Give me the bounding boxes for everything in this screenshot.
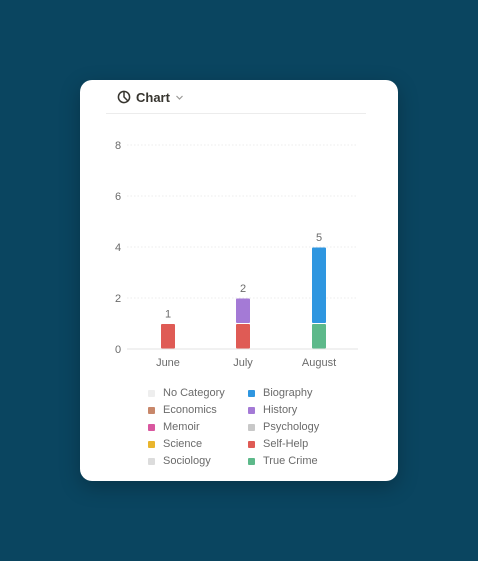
- legend-label: History: [263, 404, 298, 416]
- view-title: Chart: [136, 89, 170, 105]
- y-tick-label: 4: [115, 242, 121, 254]
- legend-swatch: [148, 457, 155, 465]
- view-selector-button[interactable]: Chart: [117, 87, 184, 107]
- bar-total-label: 5: [316, 232, 322, 244]
- legend-swatch: [248, 389, 255, 397]
- legend-swatch: [148, 406, 155, 414]
- legend-item[interactable]: Memoir: [148, 420, 248, 434]
- bar-chart: 0 2 4 6 8 1 June 2 July 5 August: [115, 140, 358, 369]
- bar-total-label: 1: [165, 309, 171, 321]
- legend-label: True Crime: [263, 455, 318, 467]
- y-tick-label: 8: [115, 140, 121, 152]
- legend-swatch: [248, 440, 255, 448]
- y-tick-label: 6: [115, 191, 121, 203]
- legend-item[interactable]: Self-Help: [248, 437, 348, 451]
- legend-swatch: [148, 423, 155, 431]
- pie-chart-icon: [117, 90, 131, 104]
- legend-label: Economics: [163, 404, 217, 416]
- bar-segment: [312, 324, 326, 349]
- y-tick-label: 2: [115, 293, 121, 305]
- y-tick-label: 0: [115, 344, 121, 356]
- legend-item[interactable]: Psychology: [248, 420, 348, 434]
- x-tick-label: August: [302, 357, 336, 369]
- legend-item[interactable]: History: [248, 403, 348, 417]
- legend-swatch: [248, 406, 255, 414]
- legend-item[interactable]: Sociology: [148, 454, 248, 468]
- legend-swatch: [148, 389, 155, 397]
- bar-segment: [312, 247, 326, 323]
- bar-segment: [236, 298, 250, 323]
- legend-label: Sociology: [163, 455, 211, 467]
- legend-item[interactable]: Biography: [248, 386, 348, 400]
- legend-label: Science: [163, 438, 203, 450]
- legend-item[interactable]: True Crime: [248, 454, 348, 468]
- legend-item[interactable]: No Category: [148, 386, 248, 400]
- x-tick-label: July: [233, 357, 253, 369]
- legend-label: No Category: [163, 387, 225, 399]
- chart-legend: No Category Biography Economics History Memo…: [148, 386, 388, 468]
- legend-swatch: [148, 440, 155, 448]
- bar-segment: [236, 324, 250, 349]
- bar-total-label: 2: [240, 283, 246, 295]
- x-tick-label: June: [156, 357, 180, 369]
- chevron-down-icon: [175, 93, 184, 102]
- legend-label: Memoir: [163, 421, 200, 433]
- legend-label: Self-Help: [263, 438, 309, 450]
- view-header: Chart: [106, 80, 366, 114]
- legend-item[interactable]: Science: [148, 437, 248, 451]
- legend-label: Biography: [263, 387, 313, 399]
- chart-card: Chart 0 2 4 6 8 1 June 2 July 5 August No Category…: [80, 80, 398, 481]
- legend-swatch: [248, 423, 255, 431]
- legend-label: Psychology: [263, 421, 320, 433]
- legend-item[interactable]: Economics: [148, 403, 248, 417]
- bar-segment: [161, 324, 175, 349]
- legend-swatch: [248, 457, 255, 465]
